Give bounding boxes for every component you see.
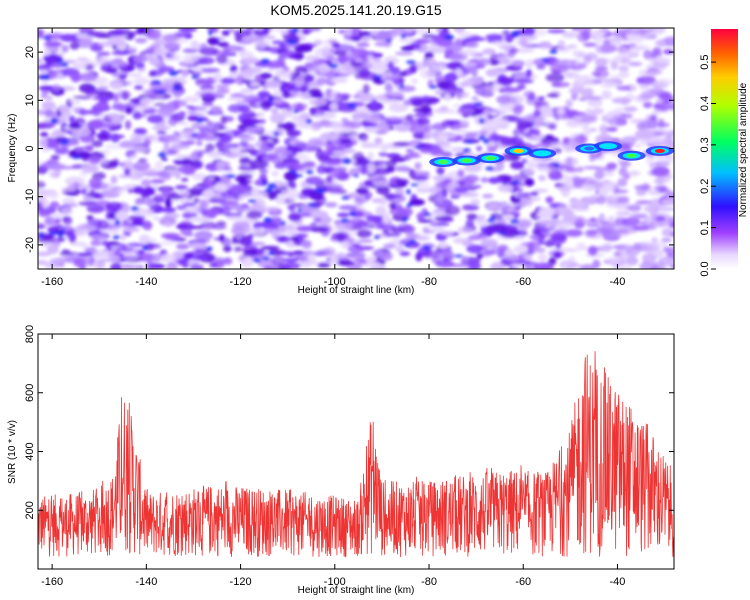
colorbar-tick-label: 0.1 bbox=[699, 220, 711, 235]
x-tick-label: -120 bbox=[230, 276, 252, 288]
spectrogram-x-ticks: -160 -140 -120 -100 -80 -60 -40 bbox=[41, 28, 625, 288]
x-tick-label: -160 bbox=[41, 276, 63, 288]
x-tick-label: -60 bbox=[515, 276, 531, 288]
x-tick-label: -40 bbox=[610, 576, 626, 588]
y-tick-label: 600 bbox=[24, 384, 36, 402]
x-tick-label: -100 bbox=[324, 276, 346, 288]
x-tick-label: -100 bbox=[324, 576, 346, 588]
colorbar-tick-label: 0.0 bbox=[699, 261, 711, 276]
colorbar-tick-label: 0.5 bbox=[699, 54, 711, 69]
y-tick-label: 200 bbox=[24, 501, 36, 519]
y-tick-label: 0 bbox=[24, 145, 36, 151]
y-tick-label: -20 bbox=[24, 237, 36, 253]
snr-x-label: Height of straight line (km) bbox=[298, 585, 415, 596]
x-tick-label: -160 bbox=[41, 576, 63, 588]
spectrogram-signal bbox=[429, 141, 674, 167]
x-tick-label: -40 bbox=[610, 276, 626, 288]
signal-peak bbox=[654, 148, 665, 153]
x-tick-label: -140 bbox=[135, 276, 157, 288]
signal-peak bbox=[537, 151, 548, 156]
signal-peak bbox=[485, 156, 496, 161]
x-tick-label: -140 bbox=[135, 576, 157, 588]
colorbar-tick-label: 0.4 bbox=[699, 96, 711, 111]
signal-peak bbox=[626, 153, 637, 158]
y-tick-label: 10 bbox=[24, 94, 36, 106]
signal-peak bbox=[438, 159, 449, 164]
chart-title: KOM5.2025.141.20.19.G15 bbox=[270, 2, 441, 18]
colorbar-gradient bbox=[711, 29, 738, 269]
x-tick-label: -120 bbox=[230, 576, 252, 588]
x-tick-label: -60 bbox=[515, 576, 531, 588]
colorbar: 0.0 0.1 0.2 0.3 0.4 0.5 Normalized spectral a… bbox=[699, 29, 749, 277]
spectrogram-panel: -160 -140 -120 -100 -80 -60 -40 20 10 0 -10 -20 He… bbox=[7, 27, 675, 296]
y-tick-label: 800 bbox=[24, 325, 36, 343]
spectrogram-y-ticks: 20 10 0 -10 -20 bbox=[24, 46, 674, 253]
snr-panel: -160 -140 -120 -100 -80 -60 -40 200 400 600 800 H… bbox=[7, 325, 675, 596]
colorbar-ticks: 0.0 0.1 0.2 0.3 0.4 0.5 bbox=[699, 54, 716, 277]
signal-peak bbox=[603, 144, 614, 149]
spectrogram-x-label: Height of straight line (km) bbox=[298, 285, 415, 296]
signal-peak bbox=[461, 158, 472, 163]
x-tick-label: -80 bbox=[421, 576, 437, 588]
y-tick-label: 20 bbox=[24, 46, 36, 58]
spectrogram-y-label: Frequency (Hz) bbox=[7, 114, 18, 183]
snr-series-line bbox=[38, 351, 674, 558]
y-tick-label: 400 bbox=[24, 442, 36, 460]
y-tick-label: -10 bbox=[24, 189, 36, 205]
colorbar-tick-label: 0.3 bbox=[699, 137, 711, 152]
snr-y-ticks: 200 400 600 800 bbox=[24, 325, 674, 519]
signal-peak bbox=[513, 148, 524, 153]
colorbar-label: Normalized spectral amplitude bbox=[738, 82, 749, 217]
snr-x-ticks: -160 -140 -120 -100 -80 -60 -40 bbox=[41, 334, 625, 588]
x-tick-label: -80 bbox=[421, 276, 437, 288]
snr-y-label: SNR (10 * v/v) bbox=[7, 420, 18, 484]
signal-peak bbox=[584, 146, 595, 151]
colorbar-tick-label: 0.2 bbox=[699, 179, 711, 194]
